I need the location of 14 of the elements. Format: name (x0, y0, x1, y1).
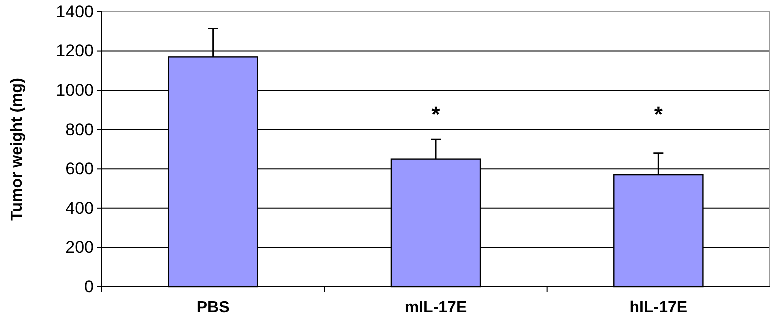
y-tick-label: 0 (84, 277, 94, 296)
y-tick-label: 1200 (56, 42, 94, 61)
x-tick-label: PBS (196, 299, 230, 316)
x-tick-label: hIL-17E (630, 299, 688, 316)
annotation: * (432, 102, 441, 127)
y-tick-label: 200 (66, 238, 94, 258)
y-axis-title: Tumor weight (mg) (9, 78, 26, 221)
annotation: * (654, 102, 664, 127)
y-tick-label: 400 (66, 198, 94, 218)
y-tick-label: 1000 (56, 81, 94, 100)
y-tick-label: 800 (66, 120, 94, 140)
x-tick-label: mIL-17E (404, 299, 468, 316)
y-tick-label: 1400 (56, 2, 94, 22)
y-tick-label: 600 (66, 160, 94, 179)
